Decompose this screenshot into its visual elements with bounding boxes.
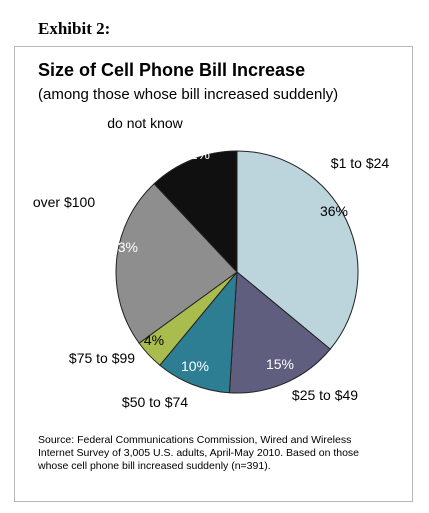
exhibit-label: Exhibit 2: [38,19,111,38]
slice-category-label: $75 to $99 [69,350,135,366]
pie-slice-2 [228,270,331,394]
pie-slice-5 [115,183,238,344]
slice-value-label: 10% [181,358,209,374]
slice-category-label: over $100 [33,194,95,210]
slice-value-label: 36% [320,203,348,219]
chart-frame [14,46,413,502]
pie-slice-1 [236,150,359,350]
slice-category-label: $1 to $24 [331,155,390,171]
slice-category-label: do not know [107,115,183,131]
slice-value-label: 12% [182,146,210,162]
slice-category-label: $25 to $49 [292,387,358,403]
chart-title: Size of Cell Phone Bill Increase [38,60,306,80]
slice-value-label: 15% [266,356,294,372]
chart-subtitle: (among those whose bill increased sudden… [38,86,339,103]
source-note: Source: Federal Communications Commissio… [38,434,360,472]
pie-slice-3 [159,270,238,394]
slice-value-label: 4% [144,332,164,348]
slice-value-label: 23% [110,239,138,255]
slice-category-label: $50 to $74 [122,394,188,410]
pie-slice-6 [153,150,238,274]
